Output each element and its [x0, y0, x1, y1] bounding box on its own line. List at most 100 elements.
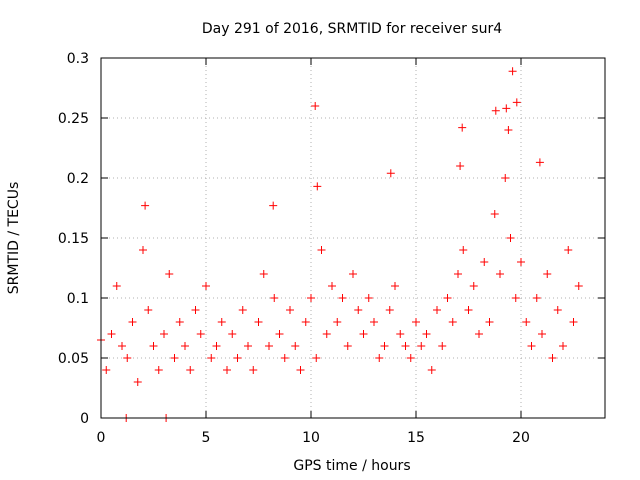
y-tick-label: 0.15	[58, 231, 89, 247]
data-point	[502, 104, 511, 113]
data-point	[191, 306, 200, 314]
x-axis-label: GPS time / hours	[293, 458, 410, 474]
data-point	[422, 330, 431, 338]
data-point	[244, 342, 252, 350]
data-point	[291, 342, 300, 350]
data-point	[328, 282, 336, 290]
data-point	[548, 354, 557, 362]
data-point	[349, 270, 357, 278]
data-point	[475, 330, 483, 338]
data-point	[118, 342, 126, 350]
data-point	[128, 318, 137, 326]
x-tick-label: 0	[97, 430, 106, 446]
data-point	[448, 318, 457, 326]
data-point	[254, 318, 263, 326]
data-point	[338, 294, 347, 302]
data-point	[443, 294, 452, 302]
data-point	[270, 294, 279, 302]
y-axis-ticks: 0 0.05 0.1 0.15 0.2 0.25 0.3	[58, 51, 605, 427]
data-point	[496, 270, 504, 278]
data-points	[97, 67, 583, 422]
data-point	[543, 270, 552, 278]
y-tick-label: 0	[80, 411, 89, 427]
data-point	[312, 354, 321, 362]
data-point	[469, 282, 478, 290]
data-point	[459, 246, 468, 254]
data-point	[438, 342, 447, 350]
data-point	[354, 306, 363, 314]
data-point	[311, 102, 320, 110]
data-point	[170, 354, 179, 362]
data-point	[133, 378, 142, 386]
data-point	[280, 354, 289, 362]
data-point	[504, 126, 513, 134]
data-point	[485, 318, 494, 326]
data-point	[233, 354, 242, 362]
data-point	[401, 342, 410, 350]
data-point	[359, 330, 368, 338]
data-point	[238, 306, 247, 314]
data-point	[433, 306, 441, 314]
data-point	[375, 354, 384, 362]
data-point	[296, 366, 305, 374]
data-point	[343, 342, 352, 350]
data-point	[286, 306, 294, 314]
data-point	[107, 330, 116, 338]
data-point	[508, 67, 517, 76]
data-point	[269, 201, 278, 210]
data-point	[512, 98, 521, 107]
grid-lines	[101, 58, 605, 418]
data-point	[186, 366, 195, 374]
data-point	[417, 342, 426, 350]
data-point	[553, 306, 562, 314]
data-point	[223, 366, 231, 374]
y-tick-label: 0.3	[67, 51, 89, 67]
data-point	[112, 282, 121, 290]
x-tick-label: 5	[202, 430, 211, 446]
data-point	[196, 330, 205, 338]
data-point	[517, 258, 525, 266]
data-point	[535, 158, 544, 167]
x-tick-label: 10	[302, 430, 320, 446]
data-point	[139, 246, 147, 254]
data-point	[559, 342, 567, 350]
y-tick-label: 0.1	[67, 291, 89, 307]
data-point	[490, 210, 499, 218]
x-axis-ticks: 0 5 10 15 20	[97, 58, 530, 446]
data-point	[412, 318, 420, 326]
chart-title: Day 291 of 2016, SRMTID for receiver sur…	[202, 21, 502, 37]
data-point	[301, 318, 310, 326]
data-point	[141, 201, 150, 210]
data-point	[249, 366, 258, 374]
data-point	[364, 294, 373, 302]
data-point	[569, 318, 578, 326]
y-tick-label: 0.05	[58, 351, 89, 367]
data-point	[480, 258, 489, 266]
data-point	[386, 169, 395, 178]
x-tick-label: 15	[407, 430, 425, 446]
data-point	[333, 318, 342, 326]
data-point	[217, 318, 226, 326]
data-point	[265, 342, 273, 350]
data-point	[564, 246, 573, 254]
data-point	[228, 330, 237, 338]
data-point	[370, 318, 378, 326]
data-point	[307, 294, 315, 302]
data-point	[406, 354, 415, 362]
data-point	[506, 234, 515, 242]
data-point	[527, 342, 536, 350]
data-point	[154, 366, 163, 374]
data-point	[538, 330, 546, 338]
data-point	[501, 174, 510, 182]
data-point	[207, 354, 216, 362]
data-point	[123, 354, 132, 362]
data-point	[160, 330, 168, 338]
data-point	[322, 330, 331, 338]
y-tick-label: 0.25	[58, 111, 89, 127]
data-point	[175, 318, 184, 326]
data-point	[212, 342, 221, 350]
data-point	[532, 294, 541, 302]
data-point	[317, 246, 326, 254]
y-axis-label: SRMTID / TECUs	[6, 182, 22, 295]
